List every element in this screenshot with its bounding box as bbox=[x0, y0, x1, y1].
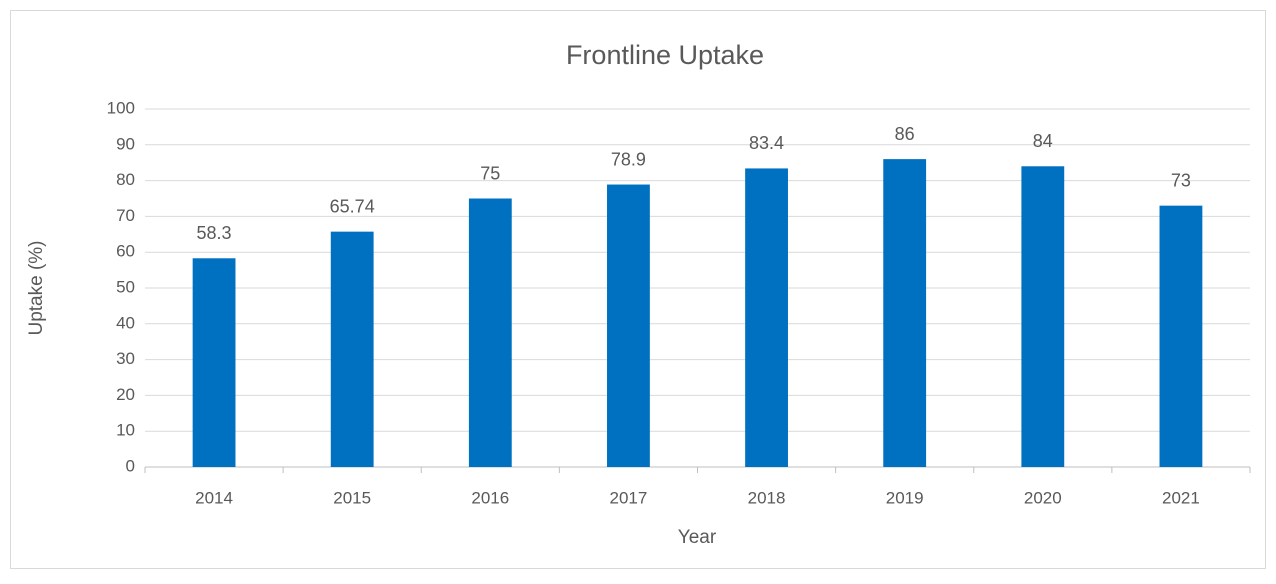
chart-title: Frontline Uptake bbox=[566, 40, 764, 70]
y-axis-title: Uptake (%) bbox=[26, 240, 47, 335]
y-tick-label: 60 bbox=[116, 242, 135, 261]
data-label: 65.74 bbox=[330, 196, 375, 216]
data-label: 58.3 bbox=[197, 223, 232, 243]
bar bbox=[1159, 205, 1203, 467]
x-tick-label: 2021 bbox=[1162, 488, 1200, 507]
y-tick-label: 90 bbox=[116, 134, 135, 153]
y-tick-label: 40 bbox=[116, 313, 135, 332]
bar bbox=[607, 184, 650, 467]
y-tick-label: 100 bbox=[107, 98, 135, 117]
bar bbox=[330, 231, 374, 467]
data-label: 83.4 bbox=[749, 133, 784, 153]
x-tick-label: 2017 bbox=[610, 488, 648, 507]
data-label: 78.9 bbox=[611, 149, 646, 169]
x-axis-title: Year bbox=[678, 527, 717, 548]
y-tick-label: 20 bbox=[116, 385, 135, 404]
x-tick-label: 2019 bbox=[886, 488, 924, 507]
x-tick-label: 2014 bbox=[195, 488, 233, 507]
data-label: 84 bbox=[1033, 131, 1053, 151]
y-tick-label: 0 bbox=[126, 456, 135, 475]
data-label: 86 bbox=[895, 124, 915, 144]
bar bbox=[883, 159, 927, 467]
x-tick-label: 2018 bbox=[748, 488, 786, 507]
x-tick-label: 2015 bbox=[333, 488, 371, 507]
y-tick-label: 80 bbox=[116, 170, 135, 189]
bar bbox=[192, 258, 236, 467]
bar bbox=[745, 168, 788, 468]
y-tick-label: 30 bbox=[116, 349, 135, 368]
y-tick-label: 10 bbox=[116, 421, 135, 440]
data-label: 73 bbox=[1171, 170, 1191, 190]
data-label: 75 bbox=[480, 163, 500, 183]
bar bbox=[468, 198, 512, 467]
y-tick-label: 50 bbox=[116, 277, 135, 296]
x-tick-label: 2020 bbox=[1024, 488, 1062, 507]
x-tick-label: 2016 bbox=[471, 488, 509, 507]
bar bbox=[1021, 166, 1065, 467]
y-tick-label: 70 bbox=[116, 206, 135, 225]
